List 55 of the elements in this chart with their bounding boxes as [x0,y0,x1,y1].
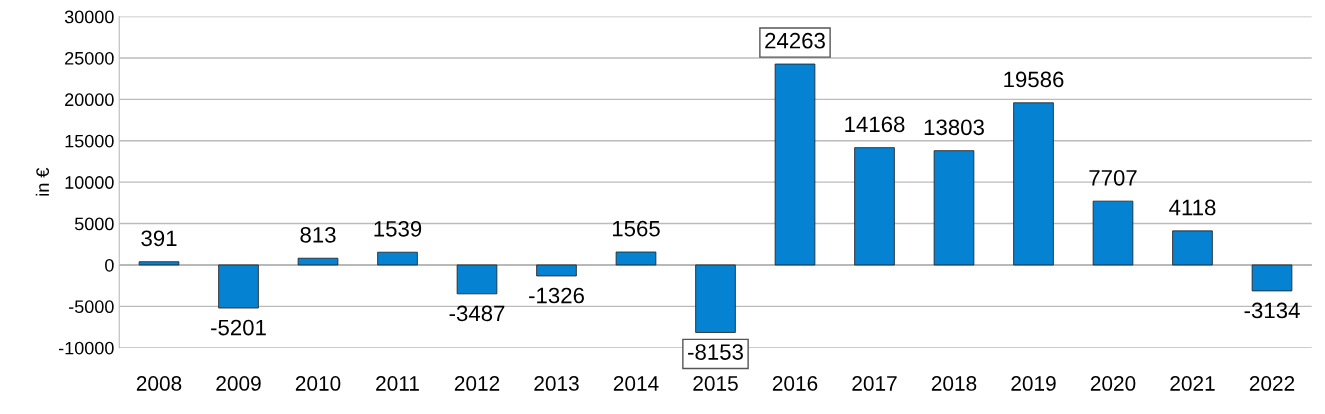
x-tick-label: 2018 [931,376,977,391]
x-tick-label: 2020 [1090,376,1136,391]
data-label: 24263 [765,32,825,49]
x-tick-label: 2016 [772,376,818,391]
bar [774,63,816,266]
y-tick-label: 20000 [65,93,114,107]
bar [218,264,259,309]
y-tick-label: 25000 [65,51,114,65]
data-label: 14168 [845,116,905,133]
data-label: 1565 [612,220,660,237]
bar [1172,230,1213,266]
bar [297,257,339,266]
data-label: -5201 [211,319,266,336]
bar [138,261,180,266]
y-tick-label: 0 [105,258,114,272]
data-label: 19586 [1004,71,1064,88]
y-axis-title: in € [35,167,50,196]
bar [1251,264,1293,292]
data-label: -3134 [1244,302,1300,319]
bar [456,264,498,295]
x-tick-label: 2008 [136,376,182,391]
bar [854,147,895,266]
y-tick-label: 5000 [74,217,114,231]
data-label: -8153 [688,344,743,360]
x-tick-label: 2013 [534,376,579,391]
x-tick-label: 2011 [376,376,419,391]
y-tick-label: -10000 [58,341,114,355]
bar [695,264,736,333]
x-tick-label: 2010 [295,376,341,391]
x-tick-label: 2022 [1249,376,1295,391]
x-tick-label: 2009 [216,376,261,391]
data-label: -1326 [529,287,584,304]
bar [1013,102,1054,266]
data-label: 13803 [924,119,984,136]
data-label: 4118 [1169,199,1216,216]
bar [536,264,577,277]
data-label: 813 [300,226,336,243]
bar [933,150,975,266]
x-tick-label: 2017 [852,376,897,391]
y-tick-label: -5000 [69,300,114,314]
bar [377,251,418,266]
x-tick-label: 2019 [1011,376,1056,391]
y-tick-label: 30000 [64,10,114,24]
x-tick-label: 2021 [1170,376,1215,391]
data-label: -3487 [449,305,505,322]
x-tick-label: 2012 [454,376,500,391]
x-tick-label: 2015 [693,376,738,391]
data-label: 391 [141,230,177,247]
data-label: 1539 [374,220,422,237]
x-tick-label: 2014 [613,376,659,391]
data-label: 7707 [1089,169,1137,186]
y-tick-label: 15000 [65,134,114,148]
y-tick-label: 10000 [65,176,114,189]
bar [615,251,657,266]
bar [1092,200,1134,266]
